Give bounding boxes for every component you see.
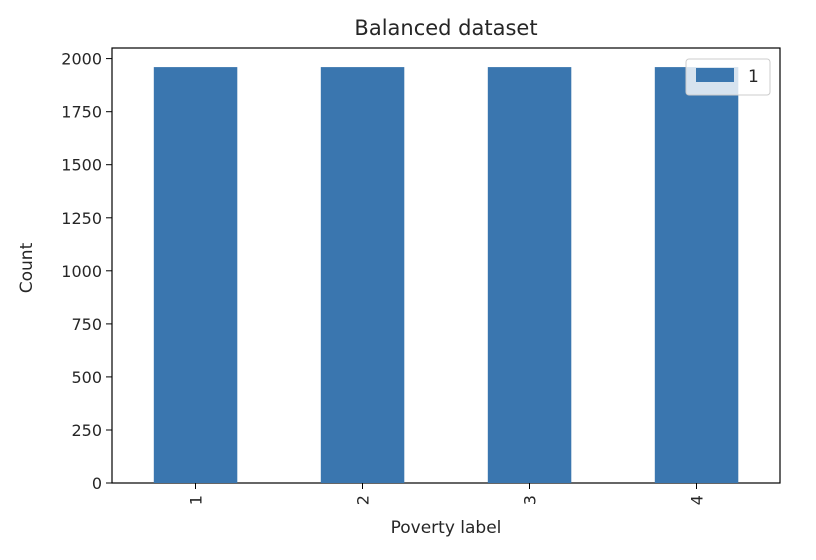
y-tick-label: 1500: [61, 156, 102, 175]
bar-4: [654, 67, 739, 483]
x-axis: 1 2 3 4: [187, 483, 707, 505]
legend-label: 1: [748, 67, 759, 87]
y-tick-label: 0: [92, 474, 102, 493]
bars-group: [153, 67, 739, 483]
legend: 1: [685, 58, 771, 96]
x-tick-label: 2: [354, 495, 373, 505]
x-tick-label: 3: [521, 495, 540, 505]
y-axis-title: Count: [17, 242, 37, 293]
chart-title: Balanced dataset: [354, 16, 537, 40]
y-tick-label: 1000: [61, 262, 102, 281]
y-tick-label: 1250: [61, 209, 102, 228]
y-tick-label: 250: [71, 421, 102, 440]
x-axis-title: Poverty label: [391, 518, 502, 538]
x-tick-label: 1: [187, 495, 206, 505]
bar-1: [153, 67, 238, 483]
y-tick-label: 2000: [61, 50, 102, 69]
y-tick-label: 500: [71, 368, 102, 387]
bar-2: [320, 67, 405, 483]
legend-swatch: [696, 68, 734, 82]
bar-3: [487, 67, 572, 483]
y-tick-label: 1750: [61, 103, 102, 122]
plot-area-frame: [111, 47, 781, 484]
x-tick-label: 4: [688, 495, 707, 505]
y-axis: 0 250 500 750 1000 1250 1500 1750 2000: [61, 50, 112, 493]
y-tick-label: 750: [71, 315, 102, 334]
